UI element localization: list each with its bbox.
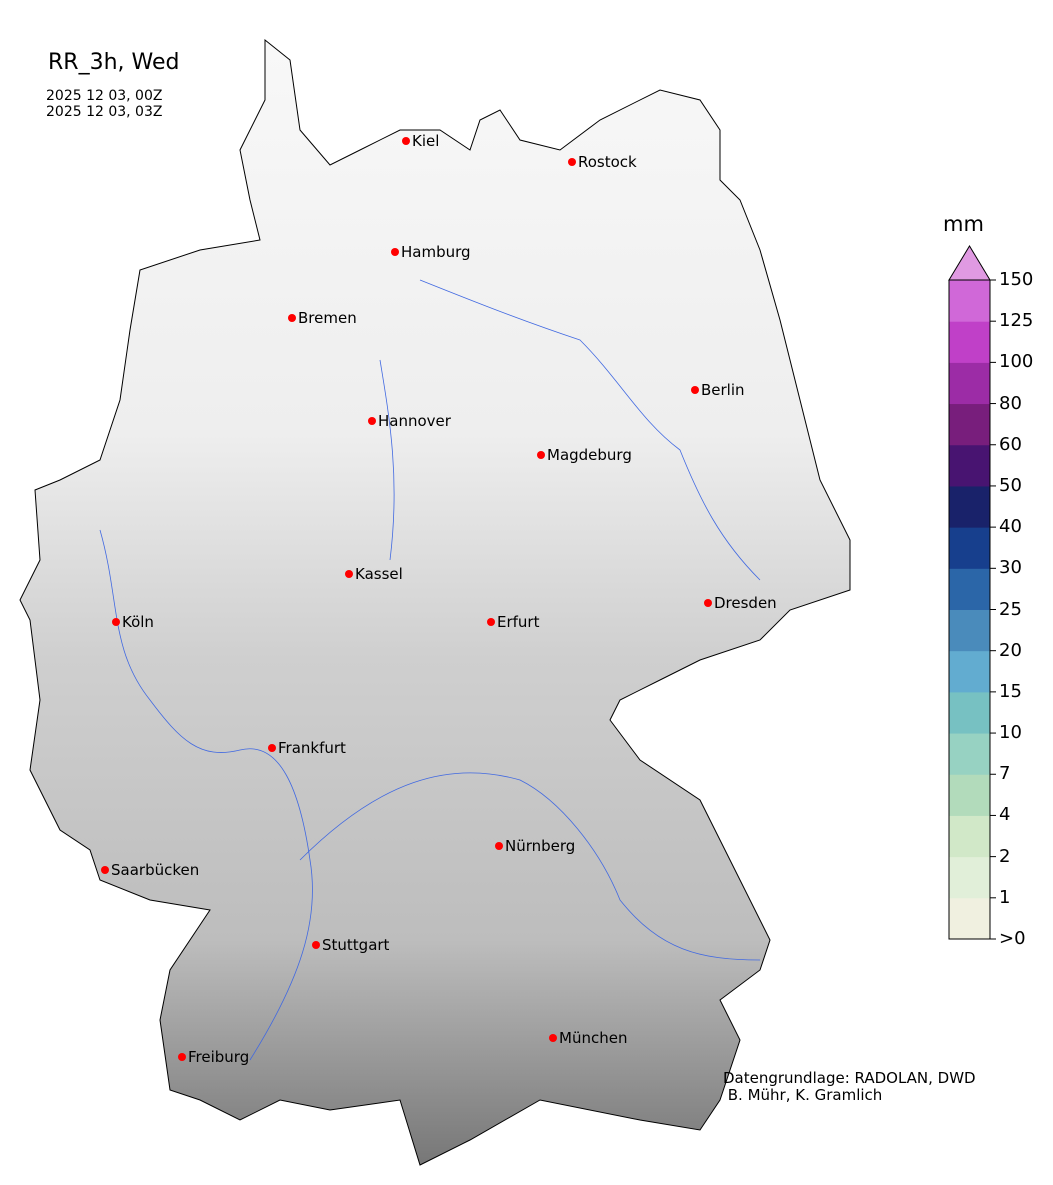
city-11: Frankfurt xyxy=(268,739,346,757)
colorbar-bin xyxy=(949,362,990,405)
city-2: Hamburg xyxy=(391,243,471,261)
city-marker xyxy=(288,314,296,322)
city-label: Hannover xyxy=(378,412,452,430)
colorbar-bin xyxy=(949,650,990,693)
colorbar-tick-label: 7 xyxy=(999,763,1011,785)
city-8: Dresden xyxy=(704,594,777,612)
city-13: Saarbücken xyxy=(101,861,199,879)
city-marker xyxy=(704,599,712,607)
city-label: Stuttgart xyxy=(322,936,390,954)
colorbar-tick-label: 150 xyxy=(999,269,1034,290)
colorbar-tick-label: 125 xyxy=(999,310,1034,332)
city-label: Saarbücken xyxy=(111,861,199,879)
city-marker xyxy=(391,248,399,256)
colorbar-bin xyxy=(949,774,990,816)
city-label: Dresden xyxy=(714,594,777,612)
city-9: Köln xyxy=(112,613,154,631)
colorbar-bin xyxy=(949,815,990,858)
city-6: Magdeburg xyxy=(537,446,632,464)
colorbar-bin xyxy=(949,444,990,487)
city-marker xyxy=(101,866,109,874)
colorbar-unit: mm xyxy=(943,212,984,236)
colorbar-bin xyxy=(949,568,990,610)
city-label: Erfurt xyxy=(497,613,540,631)
city-marker xyxy=(568,158,576,166)
credit-authors: B. Mühr, K. Gramlich xyxy=(723,1086,883,1104)
city-label: Berlin xyxy=(701,381,745,399)
city-marker xyxy=(178,1053,186,1061)
city-label: Bremen xyxy=(298,309,357,327)
colorbar-tick-label: 2 xyxy=(999,845,1011,867)
colorbar-tick-label: 50 xyxy=(999,474,1022,496)
city-label: Nürnberg xyxy=(505,837,575,855)
city-marker xyxy=(345,570,353,578)
city-label: Freiburg xyxy=(188,1048,249,1066)
colorbar-bin xyxy=(949,321,990,363)
colorbar-bin xyxy=(949,691,990,734)
colorbar-bin xyxy=(949,280,990,322)
map-title: RR_3h, Wed xyxy=(48,50,180,75)
colorbar-tick-label: 20 xyxy=(999,639,1022,661)
colorbar-tick-label: 1 xyxy=(999,886,1011,908)
colorbar-tick-label: 80 xyxy=(999,392,1022,414)
city-marker xyxy=(268,744,276,752)
colorbar-tick-label: 100 xyxy=(999,351,1034,373)
colorbar-extend-arrow xyxy=(948,245,991,281)
credit-source: Datengrundlage: RADOLAN, DWD xyxy=(723,1069,976,1087)
city-14: Stuttgart xyxy=(312,936,390,954)
city-label: Magdeburg xyxy=(547,446,632,464)
colorbar-bin xyxy=(949,609,990,652)
city-marker xyxy=(112,618,120,626)
city-label: Frankfurt xyxy=(278,739,346,757)
colorbar-tick-label: >0 xyxy=(999,928,1026,949)
city-marker xyxy=(495,842,503,850)
city-marker xyxy=(537,451,545,459)
city-0: Kiel xyxy=(402,132,439,150)
city-label: Hamburg xyxy=(401,243,471,261)
germany-outline xyxy=(19,38,851,1166)
city-label: Köln xyxy=(122,613,154,631)
colorbar-tick-label: 30 xyxy=(999,557,1022,579)
city-16: München xyxy=(549,1029,627,1047)
colorbar-bin xyxy=(949,485,990,528)
city-10: Erfurt xyxy=(487,613,540,631)
city-label: München xyxy=(559,1029,627,1047)
period-end: 2025 12 03, 03Z xyxy=(46,104,163,120)
colorbar-tick-label: 15 xyxy=(999,680,1022,702)
colorbar-tick-label: 60 xyxy=(999,433,1022,455)
city-12: Nürnberg xyxy=(495,837,575,855)
city-1: Rostock xyxy=(568,153,637,171)
colorbar-tick-label: 4 xyxy=(999,804,1011,826)
colorbar-tick-label: 40 xyxy=(999,516,1022,538)
period-start: 2025 12 03, 00Z xyxy=(46,88,163,104)
city-marker xyxy=(487,618,495,626)
colorbar xyxy=(948,245,996,940)
city-3: Bremen xyxy=(288,309,357,327)
city-label: Kassel xyxy=(355,565,403,583)
colorbar-bin xyxy=(949,897,990,940)
colorbar-bin xyxy=(949,527,990,569)
city-5: Hannover xyxy=(368,412,452,430)
colorbar-bin xyxy=(949,856,990,899)
city-label: Rostock xyxy=(578,153,637,171)
colorbar-tick-label: 25 xyxy=(999,598,1022,620)
rivers xyxy=(99,279,761,1061)
city-4: Berlin xyxy=(691,381,745,399)
city-marker xyxy=(549,1034,557,1042)
colorbar-bin xyxy=(949,733,990,775)
city-15: Freiburg xyxy=(178,1048,249,1066)
colorbar-tick-label: 10 xyxy=(999,722,1022,744)
city-marker xyxy=(402,137,410,145)
city-marker xyxy=(312,941,320,949)
colorbar-bin xyxy=(949,403,990,446)
city-7: Kassel xyxy=(345,565,403,583)
city-marker xyxy=(691,386,699,394)
city-label: Kiel xyxy=(412,132,439,150)
city-marker xyxy=(368,417,376,425)
